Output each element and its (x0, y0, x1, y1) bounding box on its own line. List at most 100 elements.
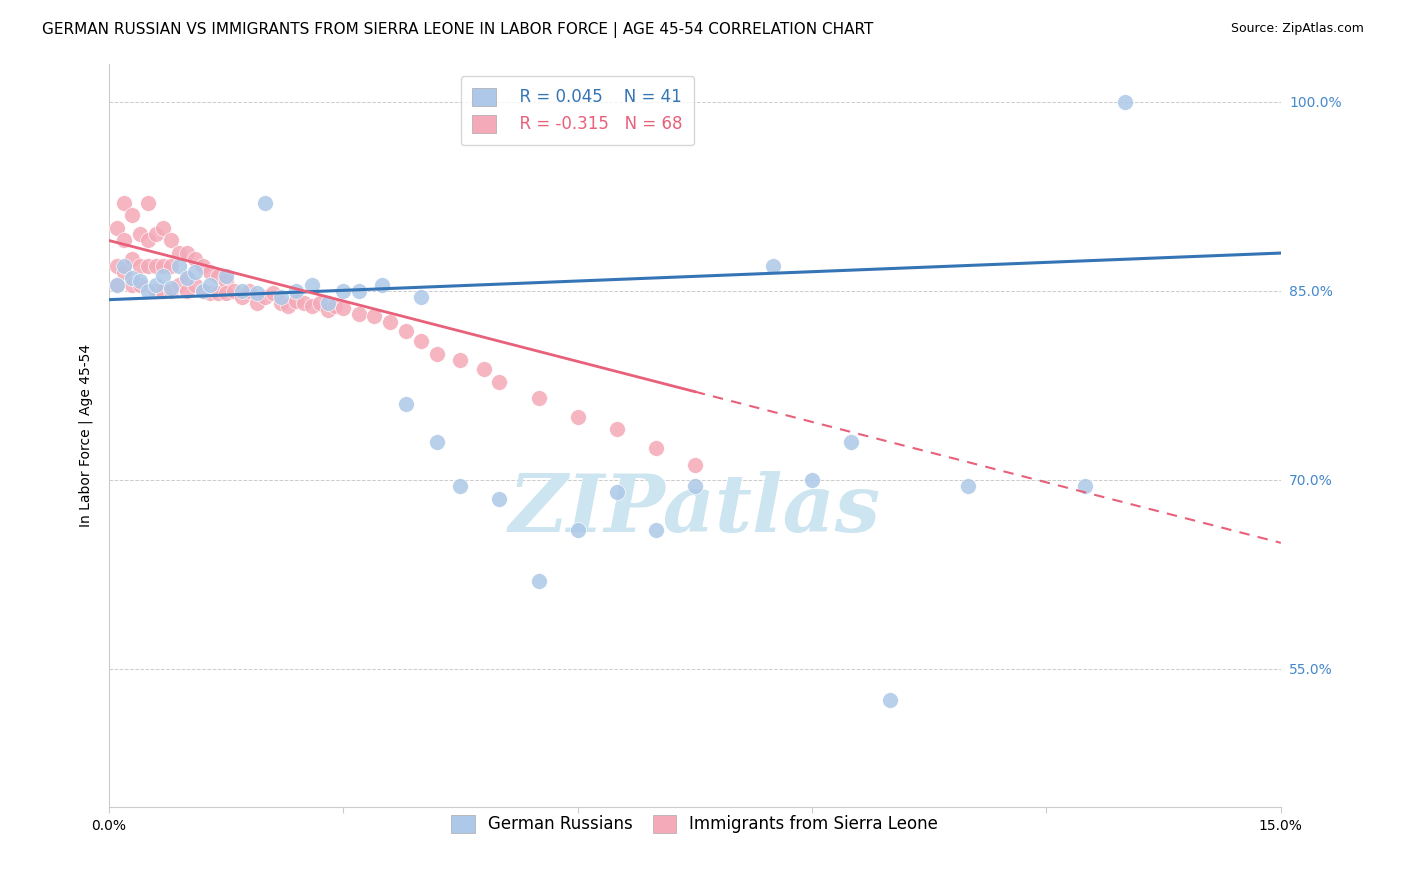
Point (411, 290, 433, 304)
Point (152, 268, 174, 283)
Point (308, 296, 330, 310)
Point (839, 435, 862, 450)
Point (301, 299, 323, 313)
Point (801, 473, 824, 487)
Point (363, 309, 385, 323)
Point (105, 277, 128, 292)
Point (200, 277, 222, 292)
Point (121, 271, 143, 285)
Point (191, 284, 214, 298)
Point (145, 259, 167, 273)
Point (253, 195, 276, 210)
Point (957, 479, 980, 493)
Point (207, 268, 229, 283)
Y-axis label: In Labor Force | Age 45-54: In Labor Force | Age 45-54 (79, 344, 93, 527)
Point (112, 259, 135, 273)
Point (200, 265, 222, 279)
Point (606, 485, 628, 500)
Point (129, 277, 152, 292)
Point (246, 296, 269, 310)
Point (167, 246, 190, 260)
Point (105, 259, 128, 273)
Point (371, 277, 394, 292)
Point (449, 479, 471, 493)
Point (395, 397, 418, 411)
Point (222, 284, 245, 298)
Point (136, 234, 159, 248)
Point (160, 234, 183, 248)
Text: Source: ZipAtlas.com: Source: ZipAtlas.com (1230, 22, 1364, 36)
Point (176, 271, 198, 285)
Text: ZIPatlas: ZIPatlas (509, 471, 880, 549)
Point (160, 281, 183, 295)
Point (316, 302, 339, 317)
Point (277, 299, 299, 313)
Point (683, 458, 706, 472)
Point (129, 227, 152, 242)
Point (395, 324, 418, 338)
Point (160, 284, 183, 298)
Point (879, 693, 901, 707)
Point (472, 362, 495, 376)
Point (191, 259, 214, 273)
Point (347, 306, 370, 320)
Point (167, 277, 190, 292)
Point (285, 284, 308, 298)
Point (411, 334, 433, 349)
Point (426, 435, 449, 450)
Point (176, 246, 198, 260)
Point (112, 265, 135, 279)
Point (145, 277, 167, 292)
Point (207, 286, 229, 301)
Point (301, 277, 323, 292)
Point (112, 195, 135, 210)
Point (176, 284, 198, 298)
Point (238, 284, 260, 298)
Point (167, 259, 190, 273)
Point (527, 391, 550, 405)
Point (347, 284, 370, 298)
Point (292, 296, 315, 310)
Point (488, 375, 510, 389)
Point (567, 409, 589, 424)
Point (145, 284, 167, 298)
Point (231, 284, 253, 298)
Point (183, 265, 205, 279)
Point (527, 574, 550, 588)
Point (112, 234, 135, 248)
Point (1114, 95, 1136, 109)
Point (246, 286, 269, 301)
Point (176, 271, 198, 285)
Point (121, 252, 143, 267)
Point (183, 277, 205, 292)
Point (136, 195, 159, 210)
Point (145, 227, 167, 242)
Point (1074, 479, 1097, 493)
Point (325, 299, 347, 313)
Point (262, 286, 284, 301)
Point (152, 259, 174, 273)
Legend: German Russians, Immigrants from Sierra Leone: German Russians, Immigrants from Sierra … (444, 808, 945, 840)
Point (105, 220, 128, 235)
Point (215, 274, 238, 288)
Point (488, 491, 510, 506)
Point (105, 277, 128, 292)
Point (121, 277, 143, 292)
Point (129, 274, 152, 288)
Text: GERMAN RUSSIAN VS IMMIGRANTS FROM SIERRA LEONE IN LABOR FORCE | AGE 45-54 CORREL: GERMAN RUSSIAN VS IMMIGRANTS FROM SIERRA… (42, 22, 873, 38)
Point (449, 353, 471, 368)
Point (270, 290, 292, 304)
Point (183, 252, 205, 267)
Point (121, 208, 143, 222)
Point (285, 293, 308, 308)
Point (683, 479, 706, 493)
Point (231, 290, 253, 304)
Point (606, 422, 628, 436)
Point (200, 286, 222, 301)
Point (253, 290, 276, 304)
Point (136, 284, 159, 298)
Point (215, 286, 238, 301)
Point (270, 296, 292, 310)
Point (152, 220, 174, 235)
Point (160, 259, 183, 273)
